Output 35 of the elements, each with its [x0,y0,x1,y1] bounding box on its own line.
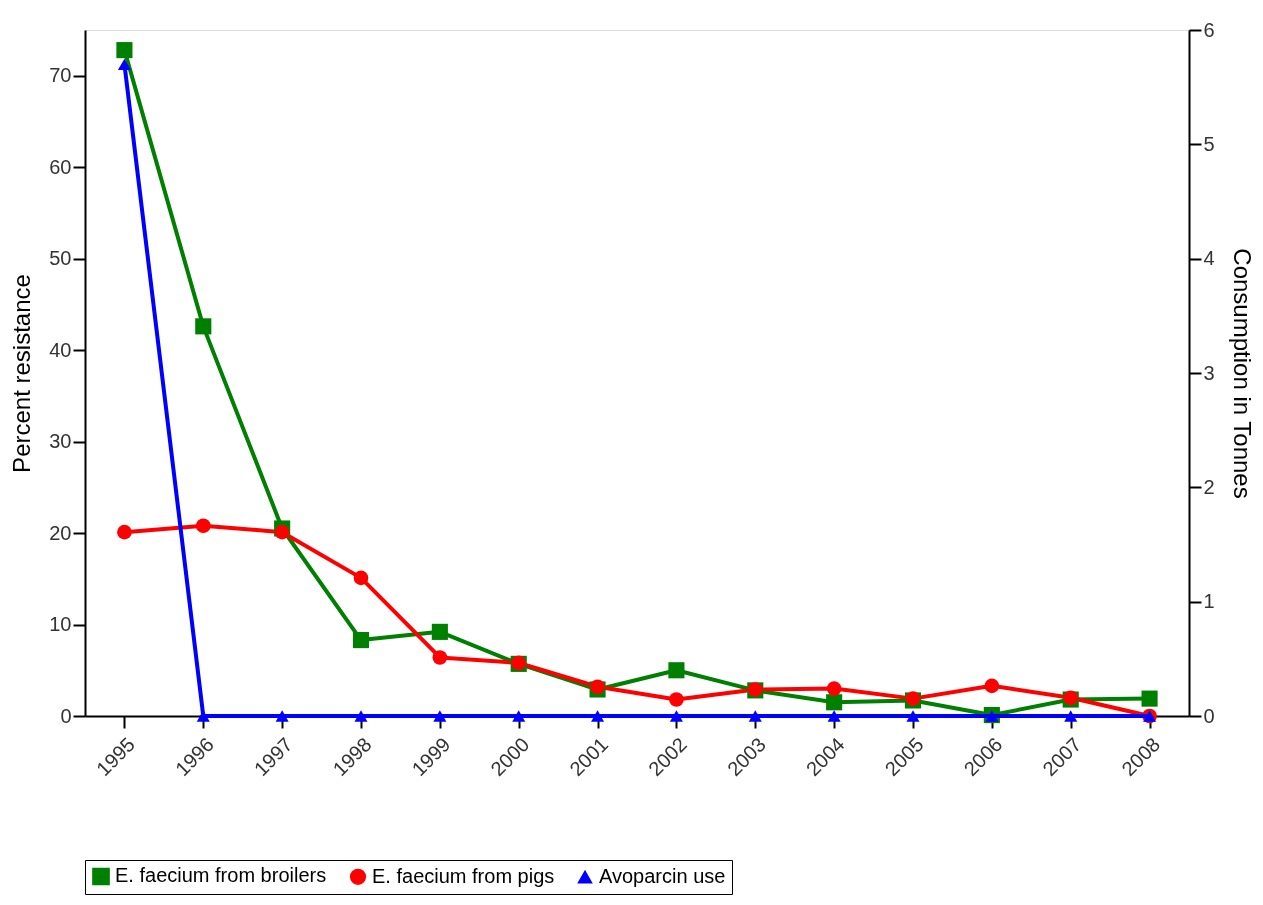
y2-tick-label: 6 [1203,18,1215,41]
point [668,662,685,679]
y-tick-label: 30 [49,430,72,453]
y2-tick-label: 2 [1203,475,1215,498]
y2-tick-label: 0 [1203,704,1215,727]
point [195,518,211,534]
y-axis-title: Percent resistance [8,274,36,473]
point [984,678,1000,694]
y-tick-label: 0 [60,704,72,727]
point [431,623,448,640]
legend-label: Avoparcin use [599,865,726,887]
point [116,42,133,59]
point [826,694,843,711]
point [826,681,842,696]
y-tick-label: 70 [49,64,72,87]
point [274,524,290,540]
y2-tick-label: 1 [1203,590,1215,613]
legend-label: E. faecium from broilers [115,864,327,887]
y-tick-label: 20 [49,521,72,544]
point [353,570,369,586]
point [432,650,448,665]
y2-tick-label: 3 [1203,361,1215,384]
y-tick-label: 60 [49,155,72,178]
y2-tick-label: 5 [1203,132,1215,155]
y-tick-label: 50 [49,247,72,270]
legend-label: E. faecium from pigs [372,864,555,887]
y-tick-label: 10 [49,613,72,636]
point [195,318,212,335]
point [117,524,132,540]
y2-axis-title: Consumption in Tonnes [1228,248,1256,499]
y-tick-label: 40 [49,338,72,361]
y2-tick-label: 4 [1203,247,1215,270]
point [1141,690,1158,707]
point [352,632,370,649]
point [669,692,684,707]
